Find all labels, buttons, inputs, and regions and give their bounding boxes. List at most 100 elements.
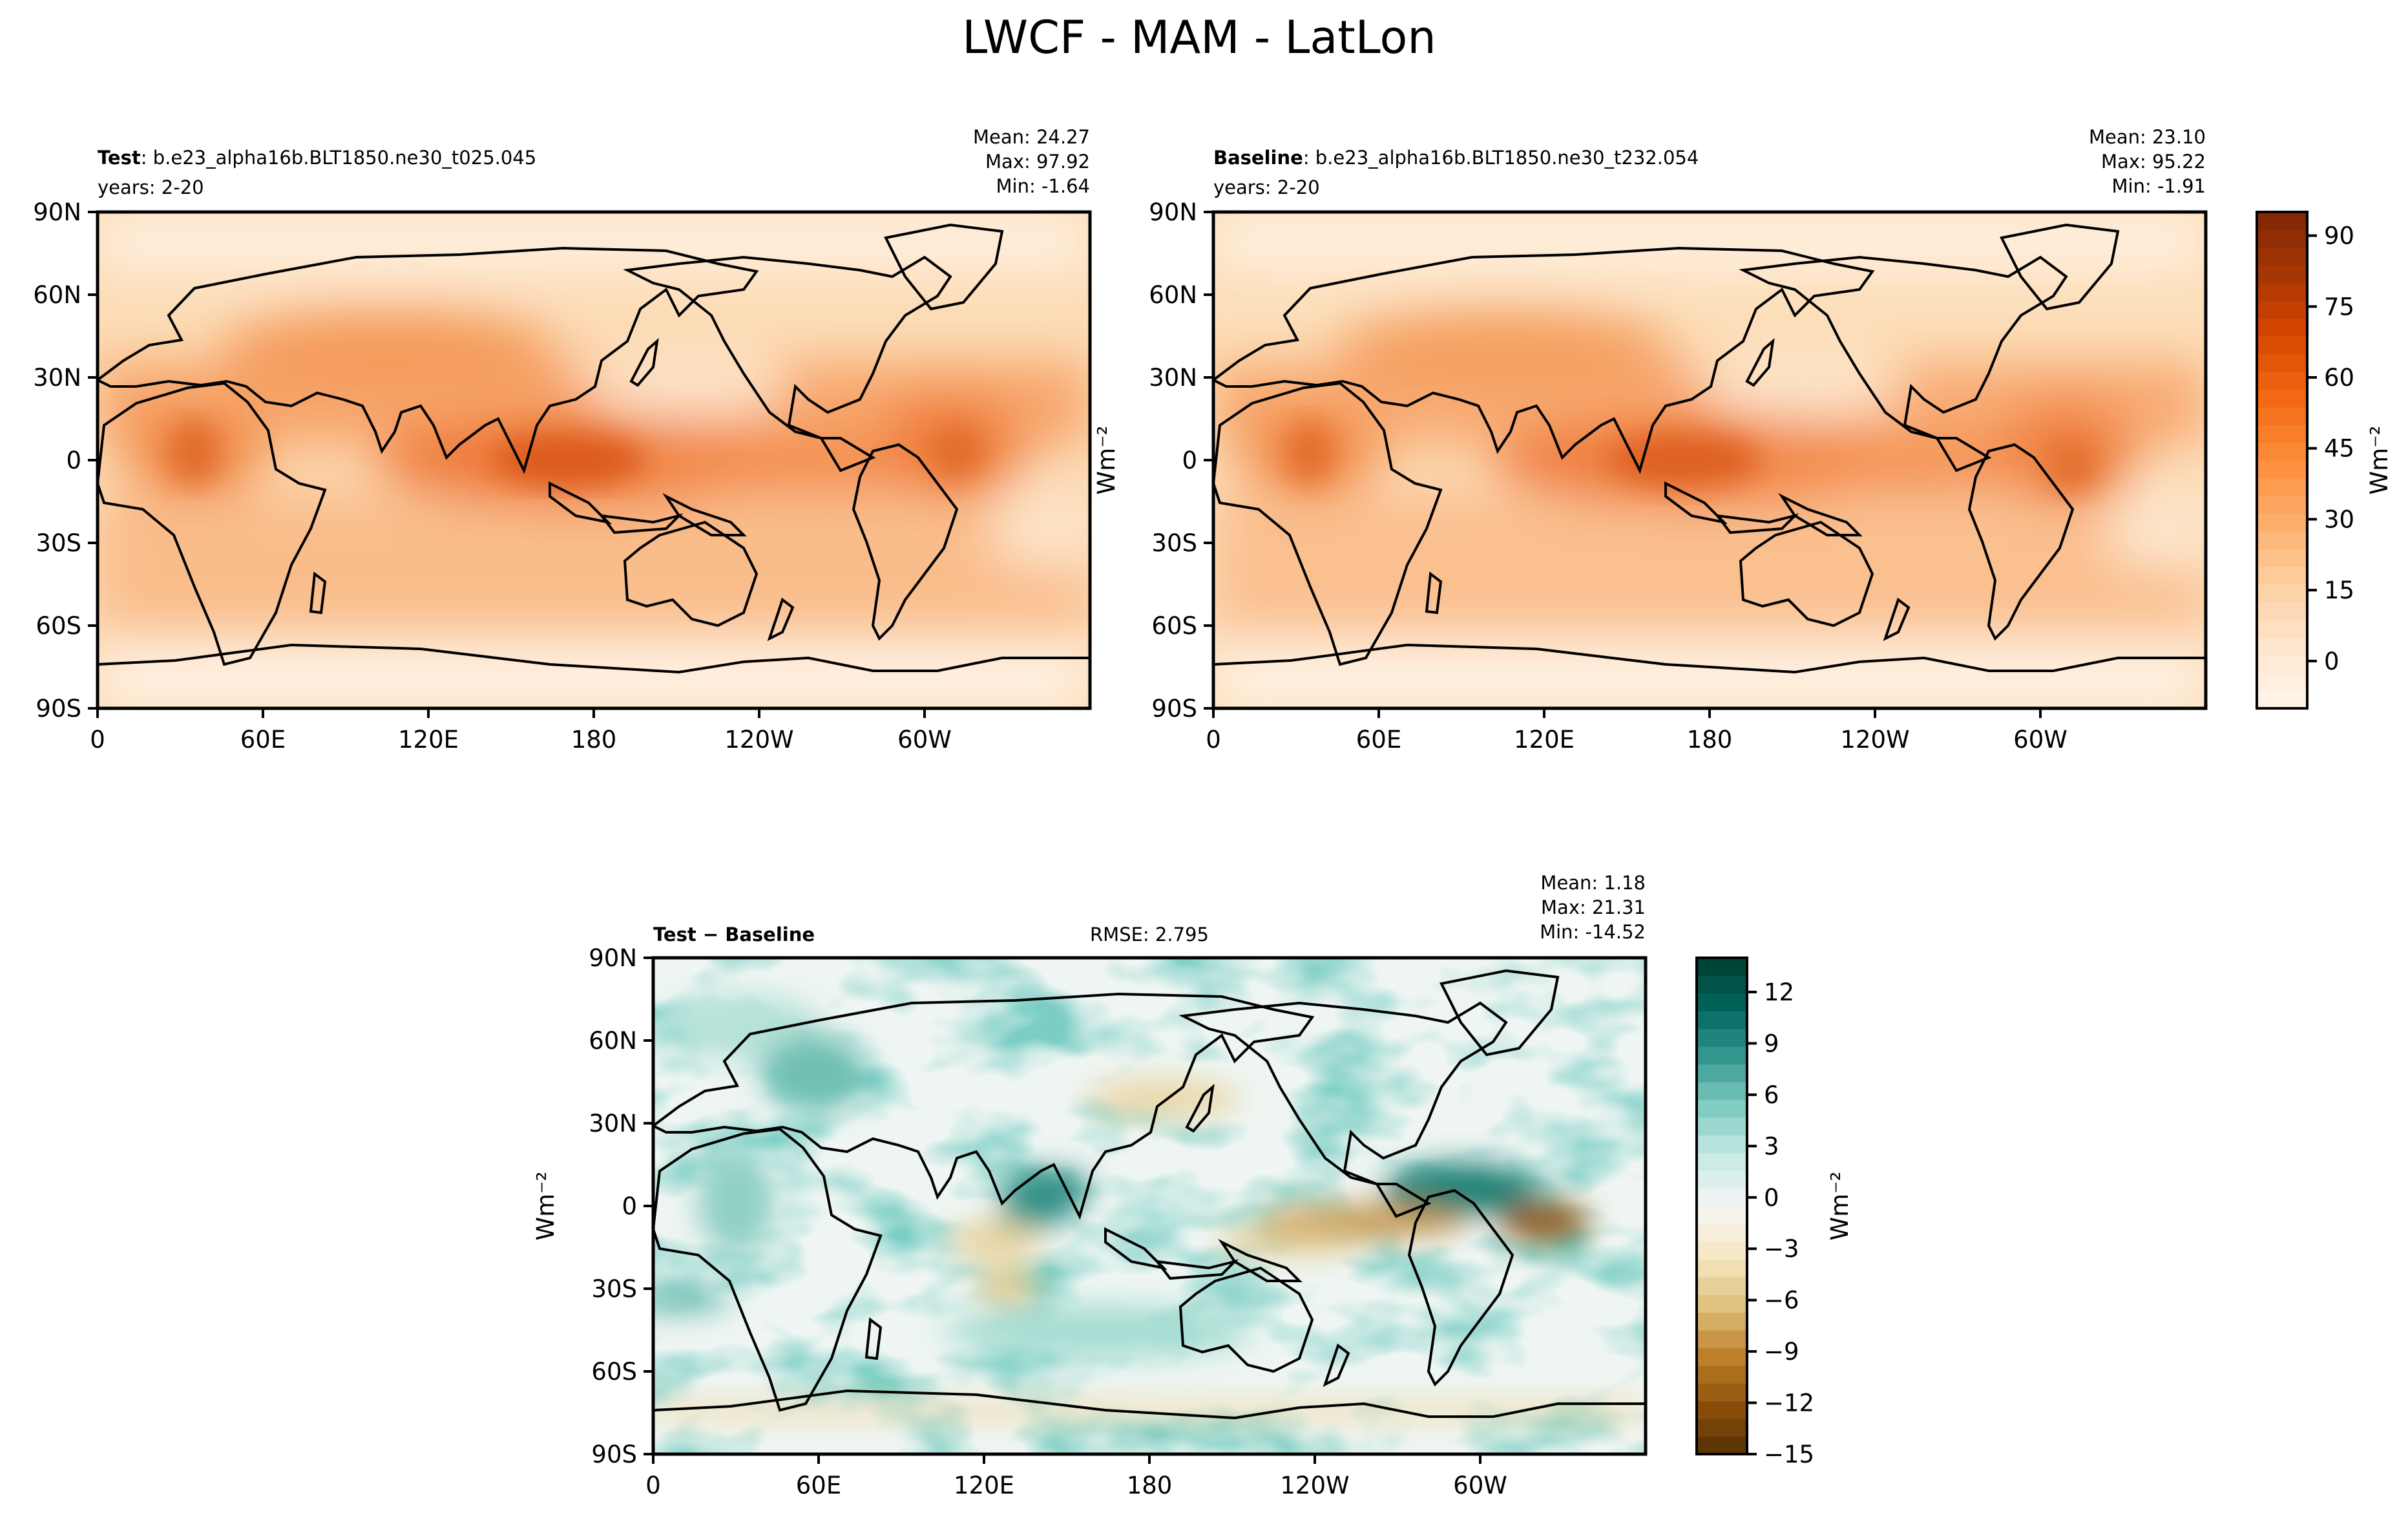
diff-colorbar-cell: [1697, 1117, 1747, 1136]
test-years: years: 2-20: [98, 176, 204, 198]
mean-colorbar-cell: [2257, 425, 2307, 443]
diff-lon-tick: 60E: [796, 1472, 841, 1499]
baseline-lon-tick: 60W: [2013, 726, 2068, 754]
diff-colorbar-cell: [1697, 1082, 1747, 1101]
diff-colorbar-cell: [1697, 1276, 1747, 1295]
mean-colorbar-cell: [2257, 389, 2307, 408]
mean-colorbar-cell: [2257, 371, 2307, 390]
diff-colorbar-cell: [1697, 1064, 1747, 1083]
baseline-stat-min: Min: -1.91: [2112, 175, 2206, 197]
test-lat-axis: 90N 60N 30N 0 30S 60S 90S: [33, 198, 98, 723]
mean-colorbar-tick-label: 90: [2324, 222, 2354, 250]
diff-colorbar-cell: [1697, 1135, 1747, 1154]
mean-colorbar-cell: [2257, 318, 2307, 337]
diff-colorbar-tick-label: −12: [1764, 1390, 1814, 1417]
baseline-lat-axis: 90N 60N 30N 0 30S 60S 90S: [1149, 198, 1213, 723]
mean-colorbar-cell: [2257, 531, 2307, 549]
diff-colorbar-cell: [1697, 1295, 1747, 1313]
diff-colorbar-cell: [1697, 993, 1747, 1011]
test-lon-tick: 120W: [724, 726, 793, 754]
test-stat-min: Min: -1.64: [996, 175, 1090, 197]
test-lat-tick: 30N: [33, 364, 81, 392]
baseline-lat-tick: 90S: [1151, 695, 1197, 723]
test-label-bold: Test: [98, 147, 141, 169]
mean-colorbar-cell: [2257, 549, 2307, 567]
baseline-run-label: Baseline: b.e23_alpha16b.BLT1850.ne30_t2…: [1213, 147, 1699, 169]
baseline-lon-tick: 60E: [1356, 726, 1401, 754]
diff-colorbar-cell: [1697, 1365, 1747, 1384]
diff-colorbar-tick-label: 3: [1764, 1132, 1779, 1160]
mean-colorbar-cell: [2257, 478, 2307, 496]
diff-colorbar-tick-label: 9: [1764, 1030, 1779, 1057]
diff-colorbar-cell: [1697, 1312, 1747, 1331]
diff-stat-mean: Mean: 1.18: [1540, 872, 1646, 894]
diff-colorbar-cell: [1697, 1046, 1747, 1065]
diff-rmse: RMSE: 2.795: [1090, 924, 1209, 946]
diff-colorbar-frame: [1695, 957, 1748, 1455]
mean-colorbar-cell: [2257, 354, 2307, 372]
mean-colorbar-tick-label: 60: [2324, 364, 2354, 392]
mean-colorbar-cell: [2257, 602, 2307, 620]
diff-colorbar-tick-label: −6: [1764, 1287, 1799, 1315]
mean-colorbar-cells: [2257, 212, 2307, 709]
diff-colorbar-cell: [1697, 1011, 1747, 1030]
diff-colorbar-tick-label: 6: [1764, 1081, 1779, 1109]
baseline-lat-tick: 60S: [1151, 612, 1197, 640]
diff-colorbar-cell: [1697, 1419, 1747, 1437]
baseline-lat-tick: 60N: [1149, 281, 1197, 309]
mean-colorbar-cell: [2257, 212, 2307, 231]
diff-colorbar-tick-label: 0: [1764, 1184, 1779, 1212]
diff-lon-tick: 120E: [954, 1472, 1014, 1499]
baseline-stat-mean: Mean: 23.10: [2089, 126, 2206, 148]
test-lat-tick: 60S: [36, 612, 81, 640]
baseline-lat-tick: 90N: [1149, 198, 1197, 226]
mean-colorbar-tick-label: 15: [2324, 576, 2354, 604]
diff-lat-axis: 90N 60N 30N 0 30S 60S 90S: [589, 944, 653, 1468]
test-lon-tick: 60W: [897, 726, 952, 754]
diff-lat-tick: 90N: [589, 944, 637, 972]
diff-colorbar-cell: [1697, 1400, 1747, 1419]
mean-colorbar-cell: [2257, 407, 2307, 425]
mean-colorbar-cell: [2257, 584, 2307, 603]
panel-baseline: Baseline: b.e23_alpha16b.BLT1850.ne30_t2…: [1093, 126, 2208, 754]
mean-colorbar-cell: [2257, 513, 2307, 532]
diff-colorbar: 12 9 6 3 0 −3 −6 −9 −12 −15 Wm⁻²: [1695, 957, 1854, 1468]
test-lat-tick: 30S: [36, 529, 81, 557]
baseline-lon-axis: 0 60E 120E 180 120W 60W: [1206, 708, 2068, 754]
diff-lon-tick: 60W: [1453, 1472, 1507, 1499]
test-lon-tick: 60E: [240, 726, 286, 754]
mean-colorbar-tick-label: 75: [2324, 293, 2354, 321]
baseline-field: [1213, 212, 2206, 708]
test-lat-tick: 90N: [33, 198, 81, 226]
test-lon-tick: 0: [90, 726, 105, 754]
diff-colorbar-cell: [1697, 1241, 1747, 1260]
mean-colorbar-tick-label: 45: [2324, 435, 2354, 463]
diff-colorbar-tick-label: −9: [1764, 1338, 1799, 1366]
test-lat-tick: 0: [66, 447, 81, 474]
test-lon-tick: 180: [571, 726, 617, 754]
mean-colorbar-frame: [2256, 211, 2309, 710]
diff-colorbar-cell: [1697, 1028, 1747, 1047]
diff-colorbar-label: Wm⁻²: [1826, 1172, 1854, 1241]
diff-colorbar-tick-label: −15: [1764, 1441, 1814, 1468]
diff-lat-tick: 30N: [589, 1110, 637, 1137]
baseline-label-rest: : b.e23_alpha16b.BLT1850.ne30_t232.054: [1303, 147, 1699, 169]
figure-title: LWCF - MAM - LatLon: [962, 11, 1436, 64]
baseline-lon-tick: 120W: [1840, 726, 1909, 754]
diff-lat-tick: 30S: [591, 1275, 637, 1303]
mean-colorbar-cell: [2257, 655, 2307, 673]
diff-lon-tick: 0: [645, 1472, 661, 1499]
diff-lat-tick: 60S: [591, 1358, 637, 1386]
mean-colorbar-tick-label: 0: [2324, 648, 2340, 675]
diff-stat-min: Min: -14.52: [1540, 921, 1646, 943]
test-lon-tick: 120E: [398, 726, 459, 754]
mean-colorbar-cell: [2257, 690, 2307, 709]
baseline-lat-tick: 30N: [1149, 364, 1197, 392]
baseline-lon-tick: 180: [1687, 726, 1733, 754]
diff-lon-tick: 120W: [1280, 1472, 1349, 1499]
diff-colorbar-cell: [1697, 975, 1747, 994]
diff-field: [653, 958, 1646, 1454]
diff-colorbar-cell: [1697, 1259, 1747, 1278]
mean-colorbar-tick-label: 30: [2324, 505, 2354, 533]
